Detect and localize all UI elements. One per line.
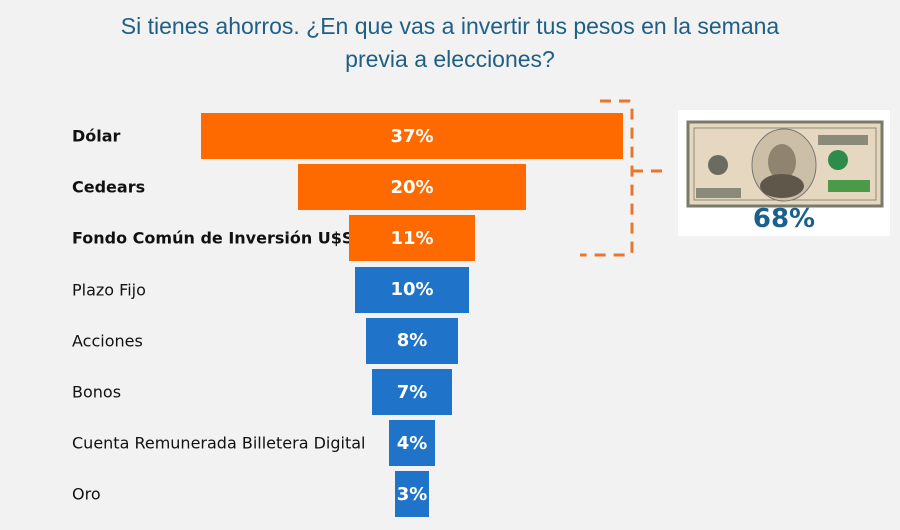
bar: 8% bbox=[366, 317, 458, 364]
bar: 7% bbox=[372, 369, 452, 415]
data-label: 37% bbox=[390, 125, 434, 147]
category-label: Cedears bbox=[72, 177, 146, 197]
data-label: 10% bbox=[390, 279, 434, 301]
category-label: Plazo Fijo bbox=[72, 280, 146, 300]
category-label: Bonos bbox=[72, 382, 122, 402]
us-100-dollar-bill-icon bbox=[686, 120, 884, 208]
bar: 37% bbox=[201, 113, 623, 159]
dollar-bill-card bbox=[678, 110, 890, 236]
bar: 3% bbox=[394, 471, 430, 518]
group-total-label: 68% bbox=[752, 204, 816, 234]
data-label: 8% bbox=[396, 330, 428, 352]
bar: 20% bbox=[298, 164, 526, 211]
bar: 10% bbox=[355, 266, 469, 313]
category-label: Acciones bbox=[72, 331, 143, 351]
data-label: 20% bbox=[390, 176, 434, 198]
bar: 11% bbox=[349, 215, 475, 262]
data-label: 3% bbox=[396, 483, 428, 505]
category-label: Fondo Común de Inversión U$S bbox=[72, 228, 354, 248]
category-label: Cuenta Remunerada Billetera Digital bbox=[72, 433, 366, 453]
chart-title: Si tienes ahorros. ¿En que vas a inverti… bbox=[120, 13, 780, 72]
data-label: 11% bbox=[390, 227, 434, 249]
data-label: 4% bbox=[396, 432, 428, 454]
category-label: Oro bbox=[72, 484, 101, 504]
bar: 4% bbox=[389, 420, 435, 467]
category-label: Dólar bbox=[72, 126, 121, 146]
data-label: 7% bbox=[396, 381, 428, 403]
